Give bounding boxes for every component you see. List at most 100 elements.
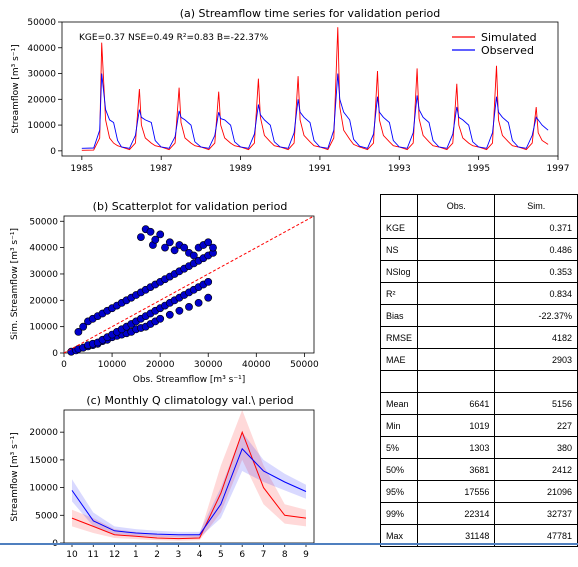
- x-tick-label: 50000: [290, 360, 319, 370]
- axis-label-y: Streamflow [m³ s⁻¹]: [10, 432, 20, 521]
- row-label: [379, 370, 419, 393]
- sim-value: 0.834: [494, 282, 578, 305]
- sim-value: [494, 370, 578, 393]
- plot-frame: [63, 215, 315, 354]
- scatter-point: [180, 243, 189, 252]
- table-row: Mean 6641 5156: [379, 392, 578, 415]
- table-row: [379, 370, 578, 393]
- row-label: Bias: [379, 304, 419, 327]
- scatter-point: [151, 235, 160, 244]
- chart-title: (b) Scatterplot for validation period: [93, 200, 288, 213]
- table-row: NS 0.486: [379, 238, 578, 261]
- x-tick-label: 5: [218, 550, 224, 560]
- x-tick-label: 10: [66, 550, 78, 560]
- obs-value: [417, 370, 496, 393]
- sim-value: 2903: [494, 348, 578, 371]
- header-cell: [379, 194, 419, 217]
- y-tick-label: 20000: [27, 95, 56, 105]
- y-tick-label: 10000: [29, 323, 58, 333]
- scatter-point: [136, 233, 145, 241]
- x-tick-label: 8: [282, 550, 288, 560]
- y-tick-label: 50000: [29, 217, 58, 227]
- x-tick-label: 40000: [242, 360, 271, 370]
- identity-line: [63, 215, 315, 354]
- scatter-point: [165, 310, 174, 319]
- scatter-point: [204, 293, 213, 302]
- table-row: 95% 17556 21096: [379, 480, 578, 503]
- scatter-point: [204, 238, 213, 247]
- row-label: 95%: [379, 480, 419, 503]
- x-tick-label: 9: [303, 550, 309, 560]
- series-line: [71, 447, 307, 536]
- x-tick-label: 1: [133, 550, 139, 560]
- y-tick-label: 15000: [29, 456, 58, 466]
- y-tick-label: 40000: [27, 44, 56, 54]
- header-cell-obs: Obs.: [417, 194, 496, 217]
- y-tick-label: 10000: [27, 121, 56, 131]
- row-label: Mean: [379, 392, 419, 415]
- axis-ticks: 1985 1987 1989 1991 1993 1995 1997 0 10000 20000 3…: [27, 18, 569, 174]
- scatter-chart: (b) Scatterplot for validation period Ob…: [10, 200, 319, 385]
- sim-value: -22.37%: [494, 304, 578, 327]
- sim-value: 0.486: [494, 238, 578, 261]
- row-label: 5%: [379, 436, 419, 459]
- obs-value: 1303: [417, 436, 496, 459]
- table-row: KGE 0.371: [379, 216, 578, 239]
- y-tick-label: 0: [52, 349, 58, 359]
- y-tick-label: 20000: [29, 296, 58, 306]
- row-label: 99%: [379, 502, 419, 525]
- x-tick-label: 1989: [229, 164, 252, 174]
- row-label: NS: [379, 238, 419, 261]
- y-tick-label: 10000: [29, 484, 58, 494]
- series-lines: [71, 430, 307, 540]
- obs-value: [417, 348, 496, 371]
- climatology-chart: (c) Monthly Q climatology val.\ period S…: [10, 394, 315, 560]
- scatter-point: [175, 306, 184, 315]
- row-label: Min: [379, 414, 419, 437]
- divider-line: [0, 543, 578, 545]
- uncertainty-band: [72, 410, 306, 541]
- table-row: R² 0.834: [379, 282, 578, 305]
- row-label: NSlog: [379, 260, 419, 283]
- chart-title: (c) Monthly Q climatology val.\ period: [86, 394, 293, 407]
- obs-value: 17556: [417, 480, 496, 503]
- obs-value: 1019: [417, 414, 496, 437]
- row-label: RMSE: [379, 326, 419, 349]
- obs-value: 31148: [417, 524, 496, 547]
- legend-label-simulated: Simulated: [481, 31, 537, 44]
- x-tick-label: 20000: [146, 360, 175, 370]
- obs-value: 6641: [417, 392, 496, 415]
- table-row: MAE 2903: [379, 348, 578, 371]
- scatter-point: [204, 278, 213, 286]
- row-label: 50%: [379, 458, 419, 481]
- x-tick-label: 1993: [388, 164, 411, 174]
- scatter-point: [79, 322, 88, 331]
- obs-value: [417, 304, 496, 327]
- scatter-point: [189, 251, 198, 260]
- table-row: Max 31148 47781: [379, 524, 578, 547]
- sim-value: 21096: [494, 480, 578, 503]
- plot-frame: [61, 21, 559, 157]
- x-tick-label: 1997: [547, 164, 570, 174]
- x-tick-label: 3: [175, 550, 181, 560]
- axis-label-y: Sim. Streamflow [m³ s⁻¹]: [10, 228, 20, 340]
- legend: Simulated Observed: [452, 31, 537, 57]
- scatter-point: [156, 230, 165, 239]
- sim-value: 0.371: [494, 216, 578, 239]
- chart-title: (a) Streamflow time series for validatio…: [180, 7, 441, 20]
- table-row: 5% 1303 380: [379, 436, 578, 459]
- y-tick-label: 0: [50, 147, 56, 157]
- legend-label-observed: Observed: [481, 44, 534, 57]
- scatter-point: [146, 227, 155, 236]
- x-tick-label: 4: [197, 550, 203, 560]
- x-tick-label: 7: [261, 550, 267, 560]
- x-tick-label: 6: [239, 550, 245, 560]
- sim-value: 2412: [494, 458, 578, 481]
- sim-value: 380: [494, 436, 578, 459]
- y-tick-label: 40000: [29, 244, 58, 254]
- series-lines: [81, 27, 549, 151]
- scatter-points: [67, 225, 217, 356]
- x-tick-label: 2: [154, 550, 160, 560]
- metrics-annotation: KGE=0.37 NSE=0.49 R²=0.83 B=-22.37%: [79, 33, 269, 43]
- x-tick-label: 1985: [70, 164, 93, 174]
